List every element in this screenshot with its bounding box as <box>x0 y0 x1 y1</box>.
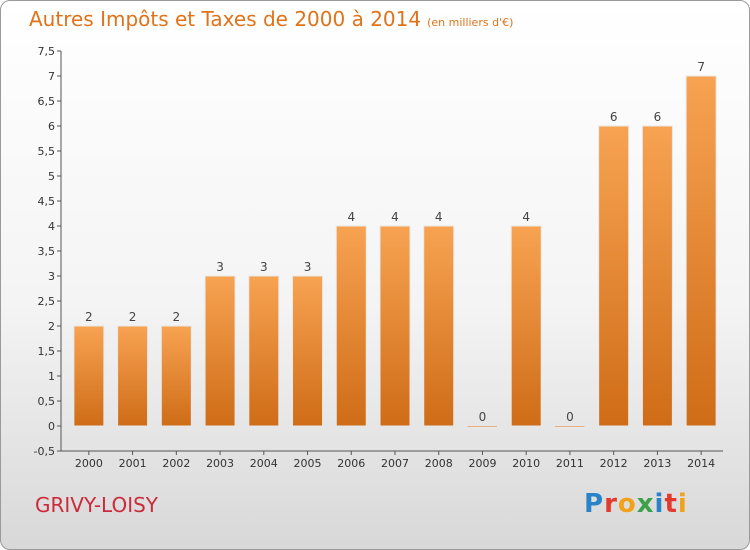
y-tick-label: 5,5 <box>38 145 56 158</box>
value-label-2004: 3 <box>260 260 268 274</box>
y-tick-label: 3 <box>48 270 55 283</box>
y-tick-label: 2 <box>48 320 55 333</box>
value-label-2002: 2 <box>173 310 181 324</box>
y-tick-label: 7,5 <box>38 45 56 58</box>
y-tick-label: 6,5 <box>38 95 56 108</box>
bar-2010 <box>510 225 542 427</box>
value-label-2010: 4 <box>522 210 530 224</box>
x-tick-label-2003: 2003 <box>206 457 234 470</box>
bar-2003 <box>204 275 236 427</box>
value-label-2008: 4 <box>435 210 443 224</box>
x-tick-label-2010: 2010 <box>512 457 540 470</box>
value-label-2007: 4 <box>391 210 399 224</box>
value-label-2000: 2 <box>85 310 93 324</box>
value-label-2006: 4 <box>347 210 355 224</box>
y-tick-label: 6 <box>48 120 55 133</box>
value-label-2003: 3 <box>216 260 224 274</box>
y-tick-label: 2,5 <box>38 295 56 308</box>
x-tick-label-2001: 2001 <box>119 457 147 470</box>
x-tick-label-2004: 2004 <box>250 457 278 470</box>
bar-2011 <box>554 425 586 428</box>
value-label-2013: 6 <box>654 110 662 124</box>
x-tick-label-2007: 2007 <box>381 457 409 470</box>
x-tick-label-2013: 2013 <box>643 457 671 470</box>
chart-title: Autres Impôts et Taxes de 2000 à 2014 (en… <box>29 7 513 31</box>
x-tick-label-2002: 2002 <box>162 457 190 470</box>
bar-2008 <box>423 225 455 427</box>
x-tick-label-2006: 2006 <box>337 457 365 470</box>
value-label-2012: 6 <box>610 110 618 124</box>
commune-name: GRIVY-LOISY <box>35 493 159 517</box>
bar-2001 <box>117 325 149 427</box>
bar-2002 <box>160 325 192 427</box>
y-tick-label: 5 <box>48 170 55 183</box>
bar-2013 <box>641 125 673 427</box>
x-tick-label-2008: 2008 <box>425 457 453 470</box>
y-tick-label: 1,5 <box>38 345 56 358</box>
y-tick-label: 0,5 <box>38 395 56 408</box>
chart-axes: -0,5 0 0,5 1 1,5 2 2,5 3 3,5 4 4,5 5 5,5 6 6,5 7 7,5 2000… <box>34 45 723 470</box>
value-label-2001: 2 <box>129 310 137 324</box>
x-tick-label-2005: 2005 <box>294 457 322 470</box>
x-tick-label-2012: 2012 <box>600 457 628 470</box>
bar-2000 <box>73 325 105 427</box>
bar-2014 <box>685 75 717 427</box>
bar-2007 <box>379 225 411 427</box>
y-tick-label: 4 <box>48 220 55 233</box>
x-tick-label-2009: 2009 <box>468 457 496 470</box>
proxiti-logo[interactable]: Proxiti <box>584 489 688 519</box>
y-tick-label: 7 <box>48 70 55 83</box>
x-tick-label-2000: 2000 <box>75 457 103 470</box>
y-tick-label: 1 <box>48 370 55 383</box>
bar-2004 <box>248 275 280 427</box>
chart-title-text: Autres Impôts et Taxes de 2000 à 2014 <box>29 7 422 31</box>
y-tick-label: 0 <box>48 420 55 433</box>
bar-2009 <box>466 425 498 428</box>
chart-bars <box>73 75 717 428</box>
x-tick-label-2014: 2014 <box>687 457 715 470</box>
bar-2005 <box>292 275 324 427</box>
y-tick-label: 4,5 <box>38 195 56 208</box>
value-label-2014: 7 <box>697 60 705 74</box>
value-label-2005: 3 <box>304 260 312 274</box>
y-tick-label: 3,5 <box>38 245 56 258</box>
bar-2012 <box>598 125 630 427</box>
chart-unit: (en milliers d'€) <box>427 16 514 29</box>
value-label-2009: 0 <box>479 410 487 424</box>
value-label-2011: 0 <box>566 410 574 424</box>
chart-labels: 2 2 2 3 3 3 4 4 4 0 4 0 6 6 7 <box>85 60 705 424</box>
y-tick-label: -0,5 <box>34 445 55 458</box>
bar-2006 <box>335 225 367 427</box>
x-tick-label-2011: 2011 <box>556 457 584 470</box>
